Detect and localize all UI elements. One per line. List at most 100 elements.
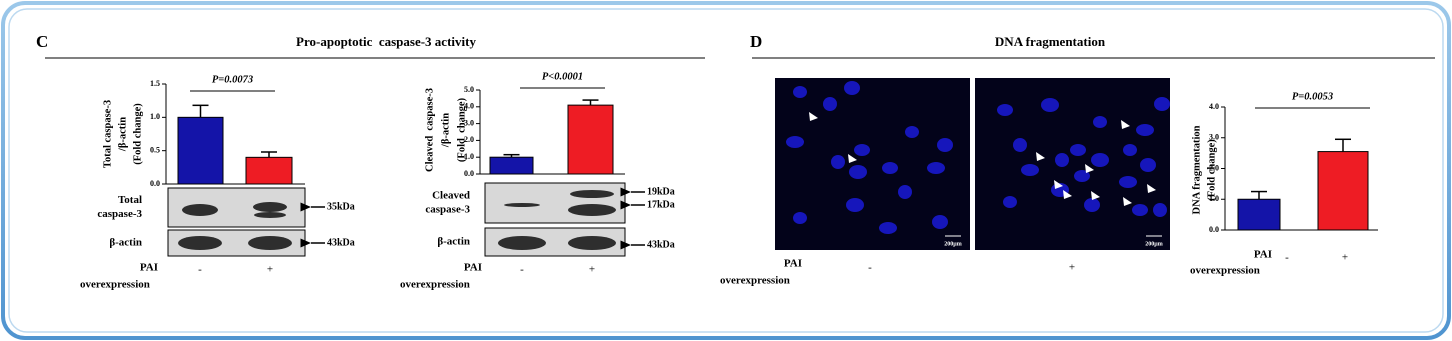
nucleus — [879, 222, 897, 234]
marker-label: 19kDa — [647, 186, 675, 197]
nucleus — [932, 215, 948, 229]
treatment-label: PAI — [140, 262, 158, 274]
arrowhead — [809, 112, 818, 121]
y-tick-label: 3.0 — [1209, 133, 1219, 142]
nucleus — [1041, 98, 1059, 112]
arrowhead — [1123, 197, 1132, 206]
p-value: P=0.0073 — [212, 74, 253, 85]
nucleus — [1003, 196, 1017, 208]
bar — [1317, 151, 1369, 231]
nucleus — [1132, 204, 1148, 216]
bar — [177, 116, 224, 185]
y-tick-label: 0.0 — [150, 179, 160, 188]
y-tick-label: 0.5 — [150, 145, 160, 154]
p-value: P<0.0001 — [542, 71, 583, 82]
nucleus — [1119, 176, 1137, 188]
bar — [567, 104, 614, 175]
band — [178, 236, 222, 250]
nucleus — [849, 165, 867, 179]
arrowhead — [1054, 180, 1063, 189]
micrograph-content — [786, 81, 1170, 234]
scale-bar-label: 200µm — [1145, 241, 1162, 247]
treatment-sublabel: overexpression — [1190, 265, 1260, 277]
y-axis-label: Total caspase-3 — [102, 100, 113, 168]
blot-label: Cleaved — [432, 190, 470, 202]
blot-label: β-actin — [109, 237, 142, 249]
y-axis-label: (Fold change) — [1206, 139, 1217, 201]
scale-bar-label: 200µm — [944, 241, 961, 247]
treatment-label: PAI — [784, 258, 802, 270]
marker-label: 43kDa — [327, 237, 355, 248]
nucleus — [831, 155, 845, 169]
category-label: - — [868, 262, 872, 274]
panel-title: DNA fragmentation — [995, 34, 1106, 49]
nucleus — [1136, 124, 1154, 136]
nucleus — [854, 144, 870, 156]
nucleus — [1021, 164, 1039, 176]
y-tick-label: 1.0 — [150, 112, 160, 121]
nucleus — [823, 97, 837, 111]
y-tick-label: 0.0 — [464, 169, 474, 178]
treatment-sublabel: overexpression — [80, 279, 150, 291]
band — [182, 204, 218, 216]
nucleus — [1123, 144, 1137, 156]
arrowhead — [1121, 120, 1130, 129]
band — [504, 203, 540, 207]
arrowhead — [1063, 190, 1072, 199]
y-tick-label: 5.0 — [464, 85, 474, 94]
category-label: - — [1285, 252, 1289, 264]
nucleus — [937, 138, 953, 152]
nucleus — [786, 136, 804, 148]
y-tick-label: 0.0 — [1209, 225, 1219, 234]
frame-inner — [8, 8, 1444, 333]
band — [568, 236, 616, 250]
arrowhead — [848, 154, 857, 163]
y-tick-label: 4.0 — [1209, 102, 1219, 111]
nucleus — [927, 162, 945, 174]
nucleus — [997, 104, 1013, 116]
nucleus — [1055, 153, 1069, 167]
nucleus — [898, 185, 912, 199]
y-axis-label: Cleaved caspase-3 — [424, 88, 435, 172]
blot-label: β-actin — [437, 236, 470, 248]
y-tick-label: 1.0 — [464, 152, 474, 161]
y-tick-label: 3.0 — [464, 118, 474, 127]
category-label: + — [267, 264, 273, 276]
y-axis-label: (Fold change) — [132, 103, 143, 165]
y-axis-label: DNA fragmentation — [1191, 125, 1202, 214]
band — [498, 236, 546, 250]
category-label: - — [520, 264, 524, 276]
y-axis-label: /β-actin — [117, 117, 128, 152]
blot — [484, 182, 626, 224]
treatment-sublabel: overexpression — [400, 279, 470, 291]
band — [568, 204, 616, 216]
marker-label: 35kDa — [327, 201, 355, 212]
nucleus — [1070, 144, 1086, 156]
nucleus — [1091, 153, 1109, 167]
treatment-label: PAI — [464, 262, 482, 274]
y-axis-label: /β-actin — [440, 113, 451, 148]
y-tick-label: 1.5 — [150, 79, 160, 88]
nucleus — [844, 81, 860, 95]
nucleus — [1093, 116, 1107, 128]
bar — [245, 156, 293, 185]
panel-label: C — [36, 32, 48, 51]
y-tick-label: 1.0 — [1209, 194, 1219, 203]
nucleus — [1153, 203, 1167, 217]
nucleus — [793, 86, 807, 98]
marker-label: 17kDa — [647, 199, 675, 210]
blot-label: caspase-3 — [425, 204, 470, 216]
panel-label: D — [750, 32, 762, 51]
nucleus — [905, 126, 919, 138]
y-tick-label: 2.0 — [464, 135, 474, 144]
category-label: + — [589, 264, 595, 276]
arrowhead — [1036, 152, 1045, 161]
arrowhead — [1147, 184, 1156, 193]
treatment-sublabel: overexpression — [720, 275, 790, 287]
arrowhead — [1085, 164, 1094, 173]
nucleus — [1140, 158, 1156, 172]
bar — [1237, 198, 1281, 231]
blot-label: caspase-3 — [97, 208, 142, 220]
bar — [489, 156, 534, 175]
